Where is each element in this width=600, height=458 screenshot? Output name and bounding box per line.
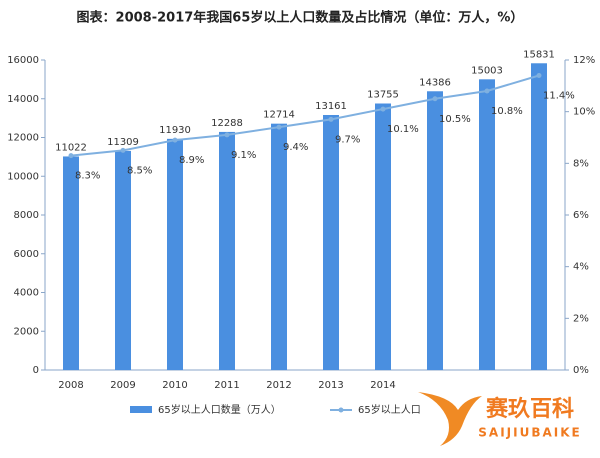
bar — [219, 131, 235, 370]
bar-value-label: 15003 — [471, 65, 503, 76]
bar — [427, 91, 443, 371]
x-tick-label: 2012 — [266, 380, 291, 391]
line-point — [224, 132, 230, 138]
bar — [271, 123, 287, 370]
y2-tick-label: 4% — [573, 262, 589, 273]
watermark: 赛玖百科 SAIJIUBAIKE — [418, 392, 581, 446]
line-point — [536, 73, 542, 78]
y2-tick-label: 10% — [573, 107, 595, 118]
bar-value-label: 11309 — [107, 137, 139, 148]
x-tick-label: 2013 — [318, 380, 343, 391]
y-tick-label: 4000 — [14, 288, 39, 299]
bar-value-label: 13755 — [367, 89, 399, 100]
line-value-label: 10.8% — [491, 106, 523, 117]
watermark-latin: SAIJIUBAIKE — [478, 426, 581, 440]
x-tick-label: 2014 — [370, 380, 395, 391]
y-tick-label: 12000 — [7, 133, 39, 144]
line-value-label: 10.1% — [387, 124, 419, 135]
bar-value-label: 13161 — [315, 101, 347, 112]
line-point — [484, 88, 490, 94]
line-value-label: 10.5% — [439, 114, 471, 125]
legend-label: 65岁以上人口数量（万人） — [158, 403, 281, 416]
line-point — [432, 96, 438, 102]
x-tick-label: 2008 — [58, 380, 83, 391]
bar-value-label: 11022 — [55, 142, 87, 153]
x-tick-label: 2010 — [162, 380, 187, 391]
x-tick-label: 2009 — [110, 380, 135, 391]
bar — [63, 156, 79, 370]
y-tick-label: 6000 — [14, 249, 39, 260]
line-value-label: 8.9% — [179, 155, 204, 166]
line-value-label: 9.7% — [335, 134, 360, 145]
legend-swatch-dot — [338, 407, 344, 413]
line-value-label: 8.5% — [127, 165, 152, 176]
watermark-logo — [418, 392, 482, 446]
line-point — [276, 124, 282, 130]
legend-swatch — [130, 406, 152, 413]
bar — [531, 63, 547, 370]
line-point — [380, 106, 386, 112]
line-value-label: 11.4% — [543, 91, 575, 102]
bar — [323, 115, 339, 371]
line-value-label: 8.3% — [75, 171, 100, 182]
bar — [375, 103, 391, 370]
y2-tick-label: 6% — [573, 210, 589, 221]
y-tick-label: 0 — [33, 365, 39, 376]
bar-value-label: 12714 — [263, 110, 295, 121]
y-tick-label: 10000 — [7, 171, 39, 182]
legend-label: 65岁以上人口 — [358, 403, 421, 416]
bar-value-label: 15831 — [523, 49, 555, 60]
y2-tick-label: 2% — [573, 313, 589, 324]
y-tick-label: 14000 — [7, 94, 39, 105]
line-value-label: 9.4% — [283, 142, 308, 153]
bar — [115, 150, 131, 370]
y-tick-label: 16000 — [7, 55, 39, 66]
y-tick-label: 2000 — [14, 326, 39, 337]
line-value-label: 9.1% — [231, 150, 256, 161]
bar-value-label: 14386 — [419, 77, 451, 88]
bar-value-label: 11930 — [159, 125, 191, 136]
line-point — [328, 116, 334, 122]
x-tick-label: 2011 — [214, 380, 239, 391]
y2-tick-label: 8% — [573, 158, 589, 169]
y2-tick-label: 0% — [573, 365, 589, 376]
bar — [167, 138, 183, 370]
line-point — [172, 137, 178, 143]
y-tick-label: 8000 — [14, 210, 39, 221]
line-point — [68, 153, 74, 159]
line — [70, 74, 540, 157]
line-point — [120, 147, 126, 153]
chart-title: 图表：2008-2017年我国65岁以上人口数量及占比情况（单位：万人，%） — [77, 10, 524, 26]
y2-tick-label: 12% — [573, 55, 595, 66]
bar — [479, 79, 495, 371]
watermark-brand: 赛玖百科 — [485, 396, 574, 422]
bar-value-label: 12288 — [211, 118, 243, 129]
